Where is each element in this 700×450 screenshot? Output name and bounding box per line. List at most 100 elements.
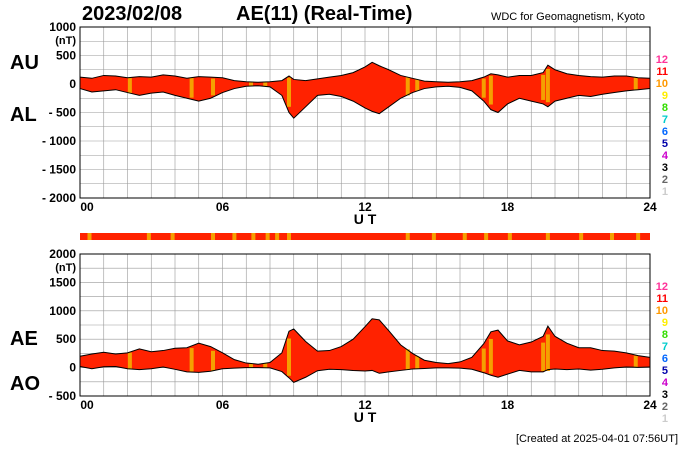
coverage-ribbon-mark xyxy=(146,233,151,240)
station-scale-label: 11 xyxy=(656,66,668,78)
station-scale-label: 4 xyxy=(662,377,669,389)
x-tick-label: 18 xyxy=(501,200,515,214)
ae-label: AE xyxy=(10,328,38,350)
y-tick-label: - 1000 xyxy=(42,134,76,148)
station-scale-label: 4 xyxy=(662,150,669,162)
station-scale-label: 1 xyxy=(662,413,668,425)
y-tick-label: 500 xyxy=(56,49,76,63)
y-tick-label: - 500 xyxy=(49,106,77,120)
station-band xyxy=(189,348,194,372)
station-scale-label: 8 xyxy=(662,329,668,341)
x-tick-label: 24 xyxy=(643,200,657,214)
station-band xyxy=(415,79,420,91)
station-band xyxy=(127,352,132,370)
station-scale-label: 5 xyxy=(662,365,668,377)
station-scale-label: 12 xyxy=(656,281,668,293)
y-tick-label: - 1500 xyxy=(42,163,76,177)
station-band xyxy=(541,342,546,372)
coverage-ribbon-mark xyxy=(579,233,584,240)
station-band xyxy=(287,77,291,107)
series-line-ae xyxy=(79,318,651,365)
coverage-ribbon-mark xyxy=(545,233,550,240)
station-scale-label: 1 xyxy=(662,186,668,198)
x-axis-title: U T xyxy=(354,409,377,425)
y-tick-label: 1500 xyxy=(49,275,76,289)
station-band xyxy=(545,334,550,372)
series-line-al xyxy=(79,85,651,119)
coverage-ribbon-mark xyxy=(405,233,410,240)
series-line-au xyxy=(79,61,651,83)
y-tick-label: 1000 xyxy=(49,20,76,34)
coverage-ribbon-mark xyxy=(275,233,280,240)
al-label: AL xyxy=(10,104,37,126)
ao-label: AO xyxy=(10,373,40,395)
panel-frame xyxy=(79,26,651,199)
y-tick-label: 0 xyxy=(69,77,76,91)
panel-frame xyxy=(79,253,651,397)
chart-date: 2023/02/08 xyxy=(82,3,183,25)
series-fill-ae-ao xyxy=(80,318,650,383)
station-band xyxy=(287,338,291,376)
x-tick-label: 18 xyxy=(501,398,515,412)
station-band xyxy=(545,68,550,103)
y-tick-label: - 500 xyxy=(49,389,77,403)
station-band xyxy=(211,350,215,371)
station-band xyxy=(415,356,420,369)
station-band xyxy=(481,78,486,98)
y-tick-label: - 2000 xyxy=(42,191,76,205)
station-scale-label: 2 xyxy=(662,174,668,186)
station-band xyxy=(249,82,253,86)
coverage-ribbon-mark xyxy=(87,233,92,240)
station-scale-label: 6 xyxy=(662,126,668,138)
series-line-ao xyxy=(79,365,651,383)
x-tick-label: 24 xyxy=(643,398,657,412)
coverage-ribbon-mark xyxy=(462,233,467,240)
station-band xyxy=(633,77,638,90)
series-fill-au-al xyxy=(80,62,650,119)
coverage-ribbon-mark xyxy=(232,233,237,240)
coverage-ribbon-mark xyxy=(287,233,291,240)
station-band xyxy=(211,78,215,96)
station-scale-label: 7 xyxy=(662,114,668,126)
station-scale-label: 7 xyxy=(662,341,668,353)
coverage-ribbon-mark xyxy=(636,233,641,240)
coverage-ribbon-mark xyxy=(610,233,614,240)
y-unit-label: (nT) xyxy=(55,262,76,274)
coverage-ribbon-mark xyxy=(507,233,512,240)
station-band xyxy=(488,338,493,374)
coverage-ribbon-mark xyxy=(170,233,175,240)
station-band xyxy=(481,348,486,372)
coverage-ribbon-mark xyxy=(265,233,270,240)
coverage-ribbon xyxy=(80,233,650,240)
y-tick-label: 500 xyxy=(56,332,76,346)
x-tick-label: 06 xyxy=(216,398,230,412)
station-scale-label: 8 xyxy=(662,102,668,114)
station-scale-label: 3 xyxy=(662,389,668,401)
station-band xyxy=(249,363,253,368)
station-band xyxy=(263,363,268,368)
station-band xyxy=(488,75,493,105)
station-scale-label: 5 xyxy=(662,138,668,150)
x-tick-label: 12 xyxy=(358,398,372,412)
coverage-ribbon-mark xyxy=(484,233,489,240)
x-tick-label: 00 xyxy=(80,398,94,412)
station-band xyxy=(405,77,410,96)
x-axis-title: U T xyxy=(354,211,377,227)
station-band xyxy=(263,82,268,87)
station-band xyxy=(189,78,194,98)
station-scale-label: 12 xyxy=(656,54,668,66)
panel-top xyxy=(79,26,651,199)
created-timestamp: [Created at 2025-04-01 07:56UT] xyxy=(515,433,678,445)
station-scale-label: 9 xyxy=(662,317,668,329)
station-scale-label: 10 xyxy=(656,78,668,90)
chart-title: AE(11) (Real-Time) xyxy=(236,3,413,25)
coverage-ribbon-mark xyxy=(211,233,215,240)
station-scale-label: 2 xyxy=(662,401,668,413)
station-band xyxy=(405,349,410,370)
source-label: WDC for Geomagnetism, Kyoto xyxy=(490,11,645,23)
coverage-ribbon-mark xyxy=(251,233,256,240)
station-scale-label: 9 xyxy=(662,90,668,102)
x-tick-label: 12 xyxy=(358,200,372,214)
y-tick-label: 2000 xyxy=(49,247,76,261)
